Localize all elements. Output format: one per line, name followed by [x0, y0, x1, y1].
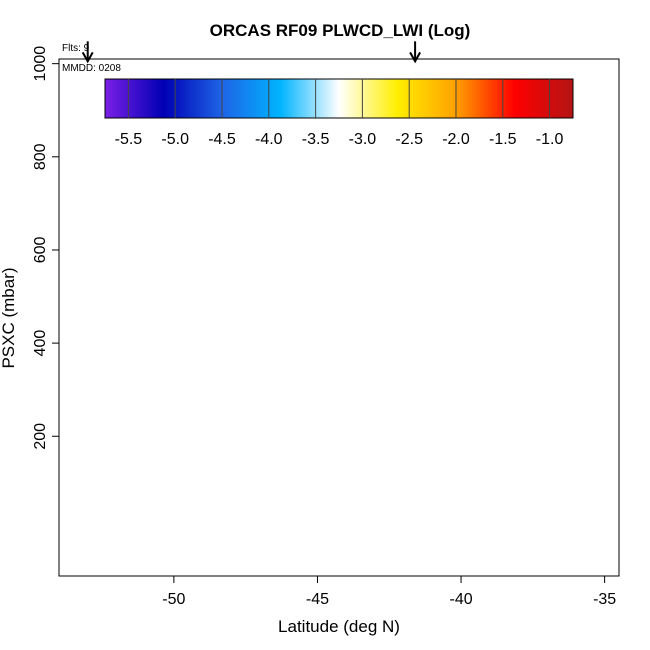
colorbar-tick-label: -4.0	[255, 131, 283, 148]
colorbar-tick-label: -2.0	[442, 131, 470, 148]
contour-line	[336, 65, 373, 134]
colorbar-tick-label: -3.0	[349, 131, 377, 148]
track-markers	[81, 41, 421, 64]
colorbar-ticks: -5.5 -5.0 -4.5 -4.0 -3.5 -3.0 -2.5 -2.0 -1.5 -1.0	[115, 79, 564, 148]
colorbar-tick-label: -1.0	[536, 131, 564, 148]
x-tick-label: -40	[449, 591, 472, 608]
x-tick-label: -50	[162, 591, 185, 608]
flights-label: Flts: 9	[62, 43, 90, 54]
chart-title: ORCAS RF09 PLWCD_LWI (Log)	[210, 21, 471, 40]
x-axis: -50 -45 -40 -35	[162, 576, 616, 608]
colorbar-tick-label: -3.5	[302, 131, 330, 148]
marker-arrow-head	[409, 51, 421, 64]
x-tick-label: -35	[593, 591, 616, 608]
y-tick-label: 600	[32, 237, 49, 264]
contour-line	[411, 70, 431, 148]
y-axis: 200 400 600 800 1000	[32, 46, 59, 450]
x-axis-label: Latitude (deg N)	[278, 617, 400, 636]
plot-frame	[58, 58, 620, 577]
y-tick-label: 1000	[32, 46, 49, 82]
colorbar-tick-label: -5.5	[115, 131, 143, 148]
y-axis-label: PSXC (mbar)	[0, 267, 18, 368]
x-tick-label: -45	[306, 591, 329, 608]
y-tick-label: 200	[32, 423, 49, 450]
colorbar-gradient	[104, 78, 574, 119]
colorbar-tick-label: -4.5	[208, 131, 236, 148]
y-tick-label: 400	[32, 330, 49, 357]
colorbar-tick-label: -5.0	[161, 131, 189, 148]
marker-arrow-head	[81, 51, 94, 64]
y-tick-label: 800	[32, 143, 49, 170]
colorbar: -5.5 -5.0 -4.5 -4.0 -3.5 -3.0 -2.5 -2.0 -1.5 -1.0	[104, 78, 574, 148]
colorbar-tick-label: -1.5	[489, 131, 517, 148]
date-label: MMDD: 0208	[62, 63, 121, 74]
colorbar-tick-label: -2.5	[395, 131, 423, 148]
